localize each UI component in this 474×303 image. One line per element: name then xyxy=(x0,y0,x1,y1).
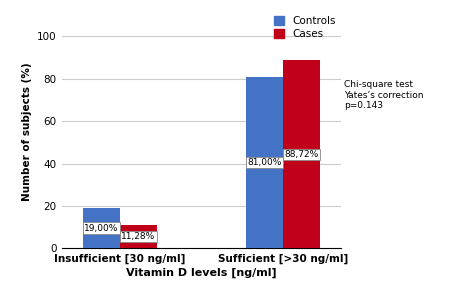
X-axis label: Vitamin D levels [ng/ml]: Vitamin D levels [ng/ml] xyxy=(126,268,277,278)
Y-axis label: Number of subjects (%): Number of subjects (%) xyxy=(22,62,32,201)
Text: 19,00%: 19,00% xyxy=(84,224,118,233)
Text: Chi-square test
Yates’s correction
p=0.143: Chi-square test Yates’s correction p=0.1… xyxy=(344,81,424,110)
Legend: Controls, Cases: Controls, Cases xyxy=(274,16,336,39)
Text: 11,28%: 11,28% xyxy=(121,232,155,241)
Bar xyxy=(120,225,157,248)
Bar xyxy=(283,60,320,248)
Text: 88,72%: 88,72% xyxy=(284,150,319,159)
Bar xyxy=(82,208,120,248)
Bar xyxy=(246,77,283,248)
Text: 81,00%: 81,00% xyxy=(247,158,282,167)
